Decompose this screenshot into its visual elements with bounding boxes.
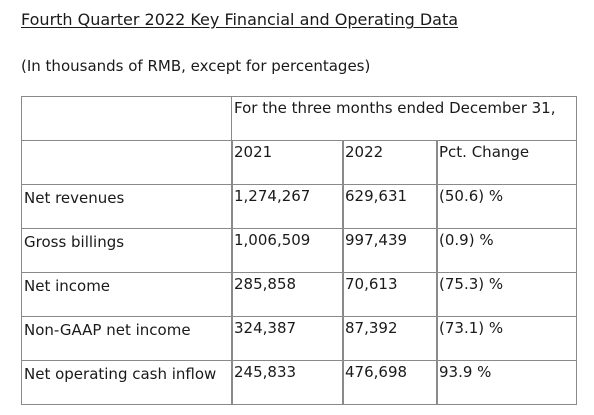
column-header-2022: 2022 xyxy=(345,143,384,161)
pct-change-cell: (73.1) % xyxy=(435,316,578,361)
row-label: Non-GAAP net income xyxy=(24,321,191,339)
period-header: For the three months ended December 31, xyxy=(234,99,556,117)
table-title: Fourth Quarter 2022 Key Financial and Op… xyxy=(21,10,459,29)
pct-change-cell: (75.3) % xyxy=(435,272,578,317)
row-label-cell: Net revenues xyxy=(21,184,232,229)
pct-change: (73.1) % xyxy=(439,319,504,337)
header-row-columns: 2021 2022 Pct. Change xyxy=(21,140,578,185)
value-2021-cell: 285,858 xyxy=(231,272,343,317)
pct-change-cell: (50.6) % xyxy=(435,184,578,229)
pct-change: 93.9 % xyxy=(439,363,492,381)
value-2021: 1,006,509 xyxy=(234,231,311,249)
pct-change: (50.6) % xyxy=(439,187,504,205)
pct-change: (75.3) % xyxy=(439,275,504,293)
row-label-cell: Non-GAAP net income xyxy=(21,316,232,361)
value-2022: 476,698 xyxy=(345,363,408,381)
table-row-gross-billings: Gross billings 1,006,509 997,439 (0.9) % xyxy=(21,228,578,273)
column-header-pct-change: Pct. Change xyxy=(439,143,530,161)
value-2022: 70,613 xyxy=(345,275,398,293)
value-2022-cell: 70,613 xyxy=(342,272,437,317)
financial-data-table: For the three months ended December 31, … xyxy=(21,96,578,405)
column-header-pct-change-cell: Pct. Change xyxy=(435,140,578,185)
value-2022-cell: 476,698 xyxy=(342,360,437,405)
row-label: Net operating cash inflow xyxy=(24,365,217,383)
value-2021-cell: 1,274,267 xyxy=(231,184,343,229)
column-header-2021: 2021 xyxy=(234,143,273,161)
value-2021-cell: 245,833 xyxy=(231,360,343,405)
value-2021: 245,833 xyxy=(234,363,297,381)
row-label-cell: Net operating cash inflow xyxy=(21,360,232,405)
header-corner-cell xyxy=(21,96,232,141)
value-2021: 1,274,267 xyxy=(234,187,311,205)
row-label: Net income xyxy=(24,277,111,295)
column-header-2021-cell: 2021 xyxy=(231,140,343,185)
table-row-net-revenues: Net revenues 1,274,267 629,631 (50.6) % xyxy=(21,184,578,229)
row-label: Gross billings xyxy=(24,233,125,251)
period-header-cell: For the three months ended December 31, xyxy=(230,96,578,141)
pct-change-cell: 93.9 % xyxy=(435,360,578,405)
value-2021-cell: 324,387 xyxy=(231,316,343,361)
row-label-cell: Gross billings xyxy=(21,228,232,273)
table-row-non-gaap-net-income: Non-GAAP net income 324,387 87,392 (73.1… xyxy=(21,316,578,361)
table-row-net-income: Net income 285,858 70,613 (75.3) % xyxy=(21,272,578,317)
value-2022: 997,439 xyxy=(345,231,408,249)
value-2022-cell: 87,392 xyxy=(342,316,437,361)
value-2022-cell: 629,631 xyxy=(342,184,437,229)
column-header-corner-cell xyxy=(21,140,232,185)
pct-change-cell: (0.9) % xyxy=(435,228,578,273)
pct-change: (0.9) % xyxy=(439,231,494,249)
row-label: Net revenues xyxy=(24,189,125,207)
column-header-2022-cell: 2022 xyxy=(342,140,437,185)
value-2021: 324,387 xyxy=(234,319,297,337)
value-2022: 629,631 xyxy=(345,187,408,205)
value-2021-cell: 1,006,509 xyxy=(231,228,343,273)
value-2022: 87,392 xyxy=(345,319,398,337)
header-row-period: For the three months ended December 31, xyxy=(21,96,578,141)
row-label-cell: Net income xyxy=(21,272,232,317)
value-2022-cell: 997,439 xyxy=(342,228,437,273)
value-2021: 285,858 xyxy=(234,275,297,293)
table-row-net-operating-cash-inflow: Net operating cash inflow 245,833 476,69… xyxy=(21,360,578,405)
table-subtitle: (In thousands of RMB, except for percent… xyxy=(21,57,371,75)
